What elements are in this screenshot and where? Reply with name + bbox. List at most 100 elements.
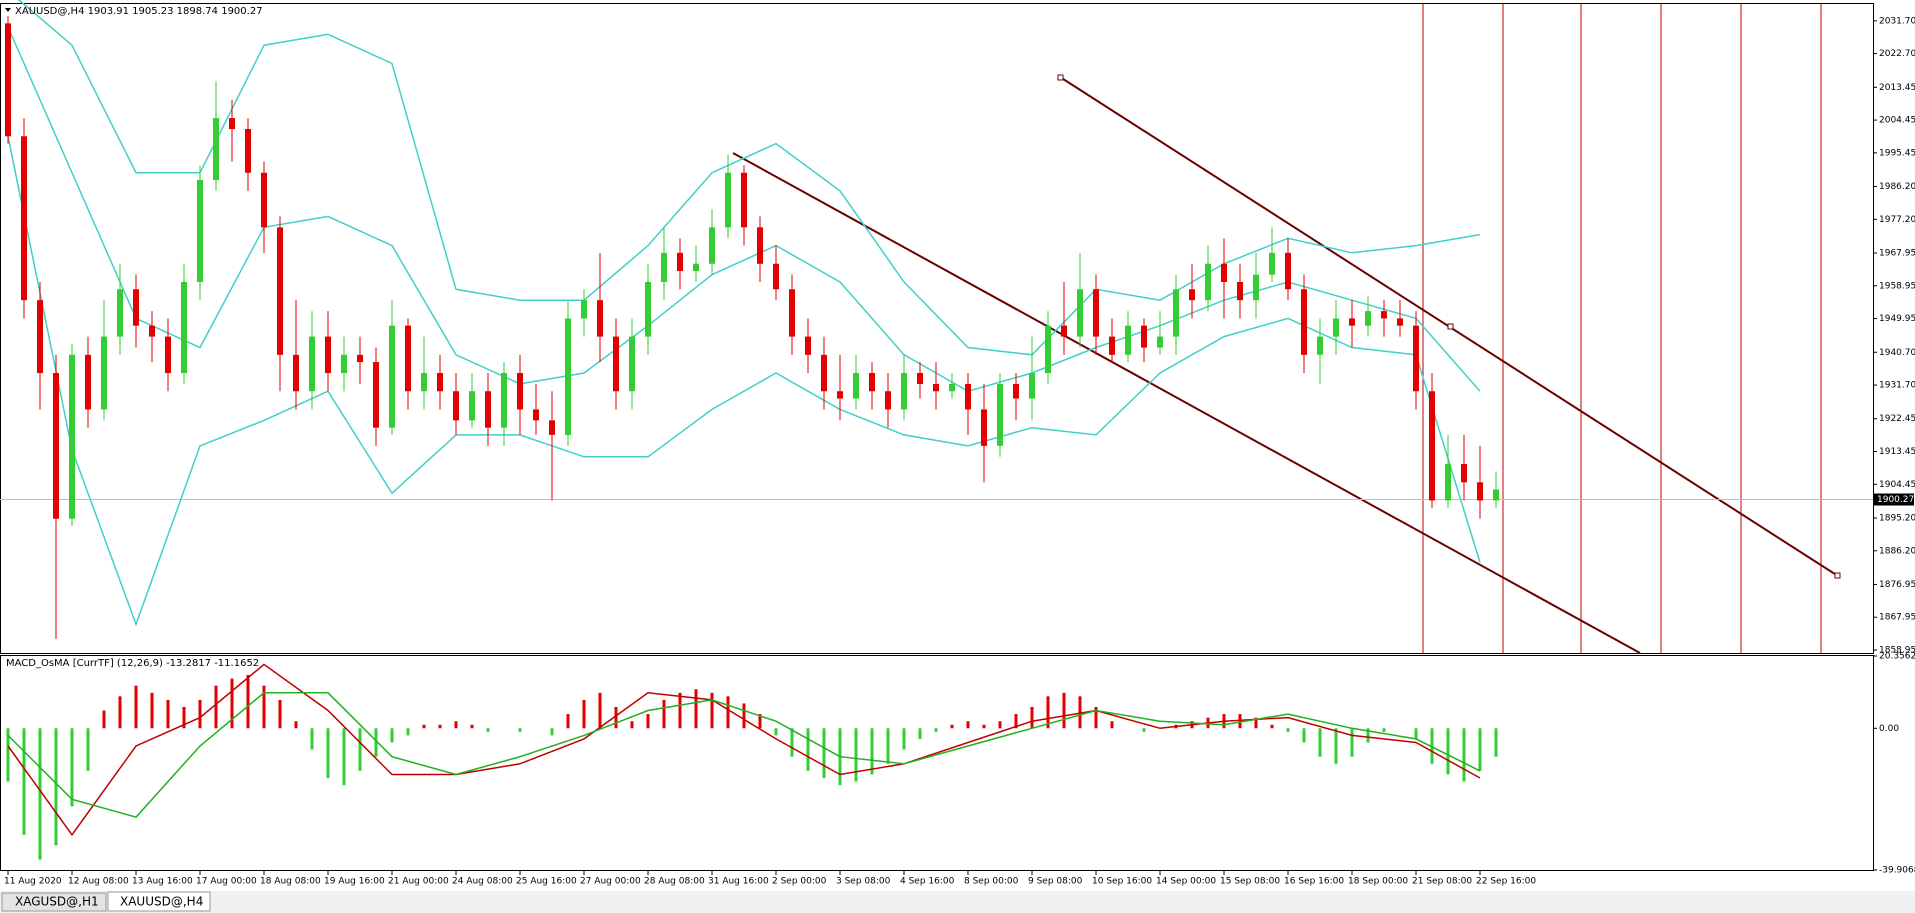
- candle-body: [1285, 252, 1291, 290]
- candle-body: [149, 325, 155, 337]
- candle-body: [357, 354, 363, 363]
- candle-body: [85, 354, 91, 410]
- x-tick-label: 27 Aug 00:00: [580, 877, 641, 887]
- candle-body: [853, 373, 859, 399]
- y-tick-label: 2013.45: [1879, 83, 1915, 93]
- candle-body: [917, 373, 923, 384]
- macd-bar: [438, 724, 442, 729]
- y-tick-label: 20.3562: [1879, 652, 1915, 662]
- y-tick-label: 1904.45: [1879, 480, 1915, 490]
- macd-bar: [1414, 728, 1418, 739]
- y-tick-label: 1876.95: [1879, 580, 1915, 590]
- candle-body: [389, 325, 395, 428]
- macd-bar: [902, 728, 906, 750]
- x-tick-label: 17 Aug 00:00: [196, 877, 257, 887]
- candle-body: [53, 373, 59, 519]
- macd-bar: [246, 675, 250, 729]
- macd-bar: [918, 728, 922, 739]
- candle-body: [437, 373, 443, 392]
- candle-body: [1109, 336, 1115, 355]
- candle-body: [901, 373, 907, 410]
- candle-body: [1317, 336, 1323, 355]
- candle-body: [757, 227, 763, 264]
- candle-body: [501, 373, 507, 428]
- macd-bar: [278, 699, 282, 729]
- macd-bar: [886, 728, 890, 764]
- candle-body: [165, 336, 171, 374]
- x-tick-label: 8 Sep 00:00: [964, 877, 1019, 887]
- vertical-lines: [1422, 4, 1822, 653]
- tab-active[interactable]: [107, 891, 211, 912]
- y-tick-label: 1931.70: [1879, 381, 1915, 391]
- macd-bar: [1078, 696, 1082, 729]
- candle-body: [101, 336, 107, 410]
- tab-bar: [0, 891, 1915, 913]
- indicator-line: [7, 26, 1481, 393]
- indicator-title: MACD_OsMA [CurrTF] (12,26,9) -13.2817 -1…: [6, 658, 259, 669]
- candle-body: [1125, 325, 1131, 355]
- candle-body: [1397, 318, 1403, 326]
- macd-bar: [1270, 724, 1274, 729]
- macd-bar: [806, 728, 810, 771]
- macd-bar: [1238, 714, 1242, 729]
- macd-bar: [726, 696, 730, 729]
- macd-bar: [774, 728, 778, 736]
- macd-bar: [582, 699, 586, 729]
- macd-bar: [70, 728, 74, 807]
- macd-bar: [1142, 728, 1146, 732]
- x-tick-label: 10 Sep 16:00: [1092, 877, 1152, 887]
- candle-body: [469, 391, 475, 421]
- chart-title: XAUUSD@,H4 1903.91 1905.23 1898.74 1900.…: [15, 6, 263, 17]
- macd-bar: [790, 728, 794, 757]
- candle-body: [341, 354, 347, 374]
- x-tick-label: 14 Sep 00:00: [1156, 877, 1216, 887]
- candle-body: [1061, 325, 1067, 337]
- macd-bar: [486, 728, 490, 732]
- macd-bar: [1478, 728, 1482, 771]
- anchor: [1057, 74, 1064, 81]
- indicator-line: [7, 136, 1481, 627]
- candle-body: [453, 391, 459, 421]
- candle-body: [645, 281, 651, 337]
- macd-bar: [22, 728, 26, 835]
- macd-bar: [230, 678, 234, 729]
- tab-label[interactable]: XAUUSD@,H4: [120, 895, 203, 909]
- candle-body: [1045, 325, 1051, 374]
- candle-body: [245, 129, 251, 173]
- macd-bar: [982, 724, 986, 729]
- macd-bar: [150, 692, 154, 729]
- macd-bar: [1110, 721, 1114, 729]
- macd-bar: [678, 692, 682, 729]
- macd-bar: [966, 721, 970, 729]
- x-tick-label: 9 Sep 08:00: [1028, 877, 1083, 887]
- macd-bar: [358, 728, 362, 771]
- tab-label[interactable]: XAGUSD@,H1: [15, 895, 99, 909]
- x-tick-label: 19 Aug 16:00: [324, 877, 385, 887]
- candle-body: [21, 136, 27, 301]
- candle-body: [1365, 311, 1371, 326]
- y-tick-label: -39.9068: [1879, 866, 1915, 876]
- candle-body: [725, 172, 731, 228]
- macd-bar: [854, 728, 858, 782]
- candle-body: [117, 289, 123, 337]
- candle-body: [1173, 289, 1179, 337]
- macd-bar: [262, 685, 266, 729]
- candle-body: [597, 300, 603, 337]
- candle-body: [309, 336, 315, 392]
- candle-body: [1157, 336, 1163, 348]
- candle-body: [421, 373, 427, 392]
- macd-bar: [550, 728, 554, 736]
- macd-bar: [342, 728, 346, 786]
- candle-body: [1301, 289, 1307, 355]
- tab[interactable]: [1, 892, 107, 912]
- y-tick-label: 1940.70: [1879, 348, 1915, 358]
- macd-bar: [1030, 706, 1034, 729]
- y-tick-label: 0.00: [1879, 724, 1899, 734]
- anchor: [1447, 323, 1454, 330]
- candle-body: [1333, 318, 1339, 337]
- candle-body: [965, 383, 971, 410]
- candle-body: [1493, 489, 1499, 501]
- y-tick-label: 2004.45: [1879, 116, 1915, 126]
- candle-body: [1413, 325, 1419, 392]
